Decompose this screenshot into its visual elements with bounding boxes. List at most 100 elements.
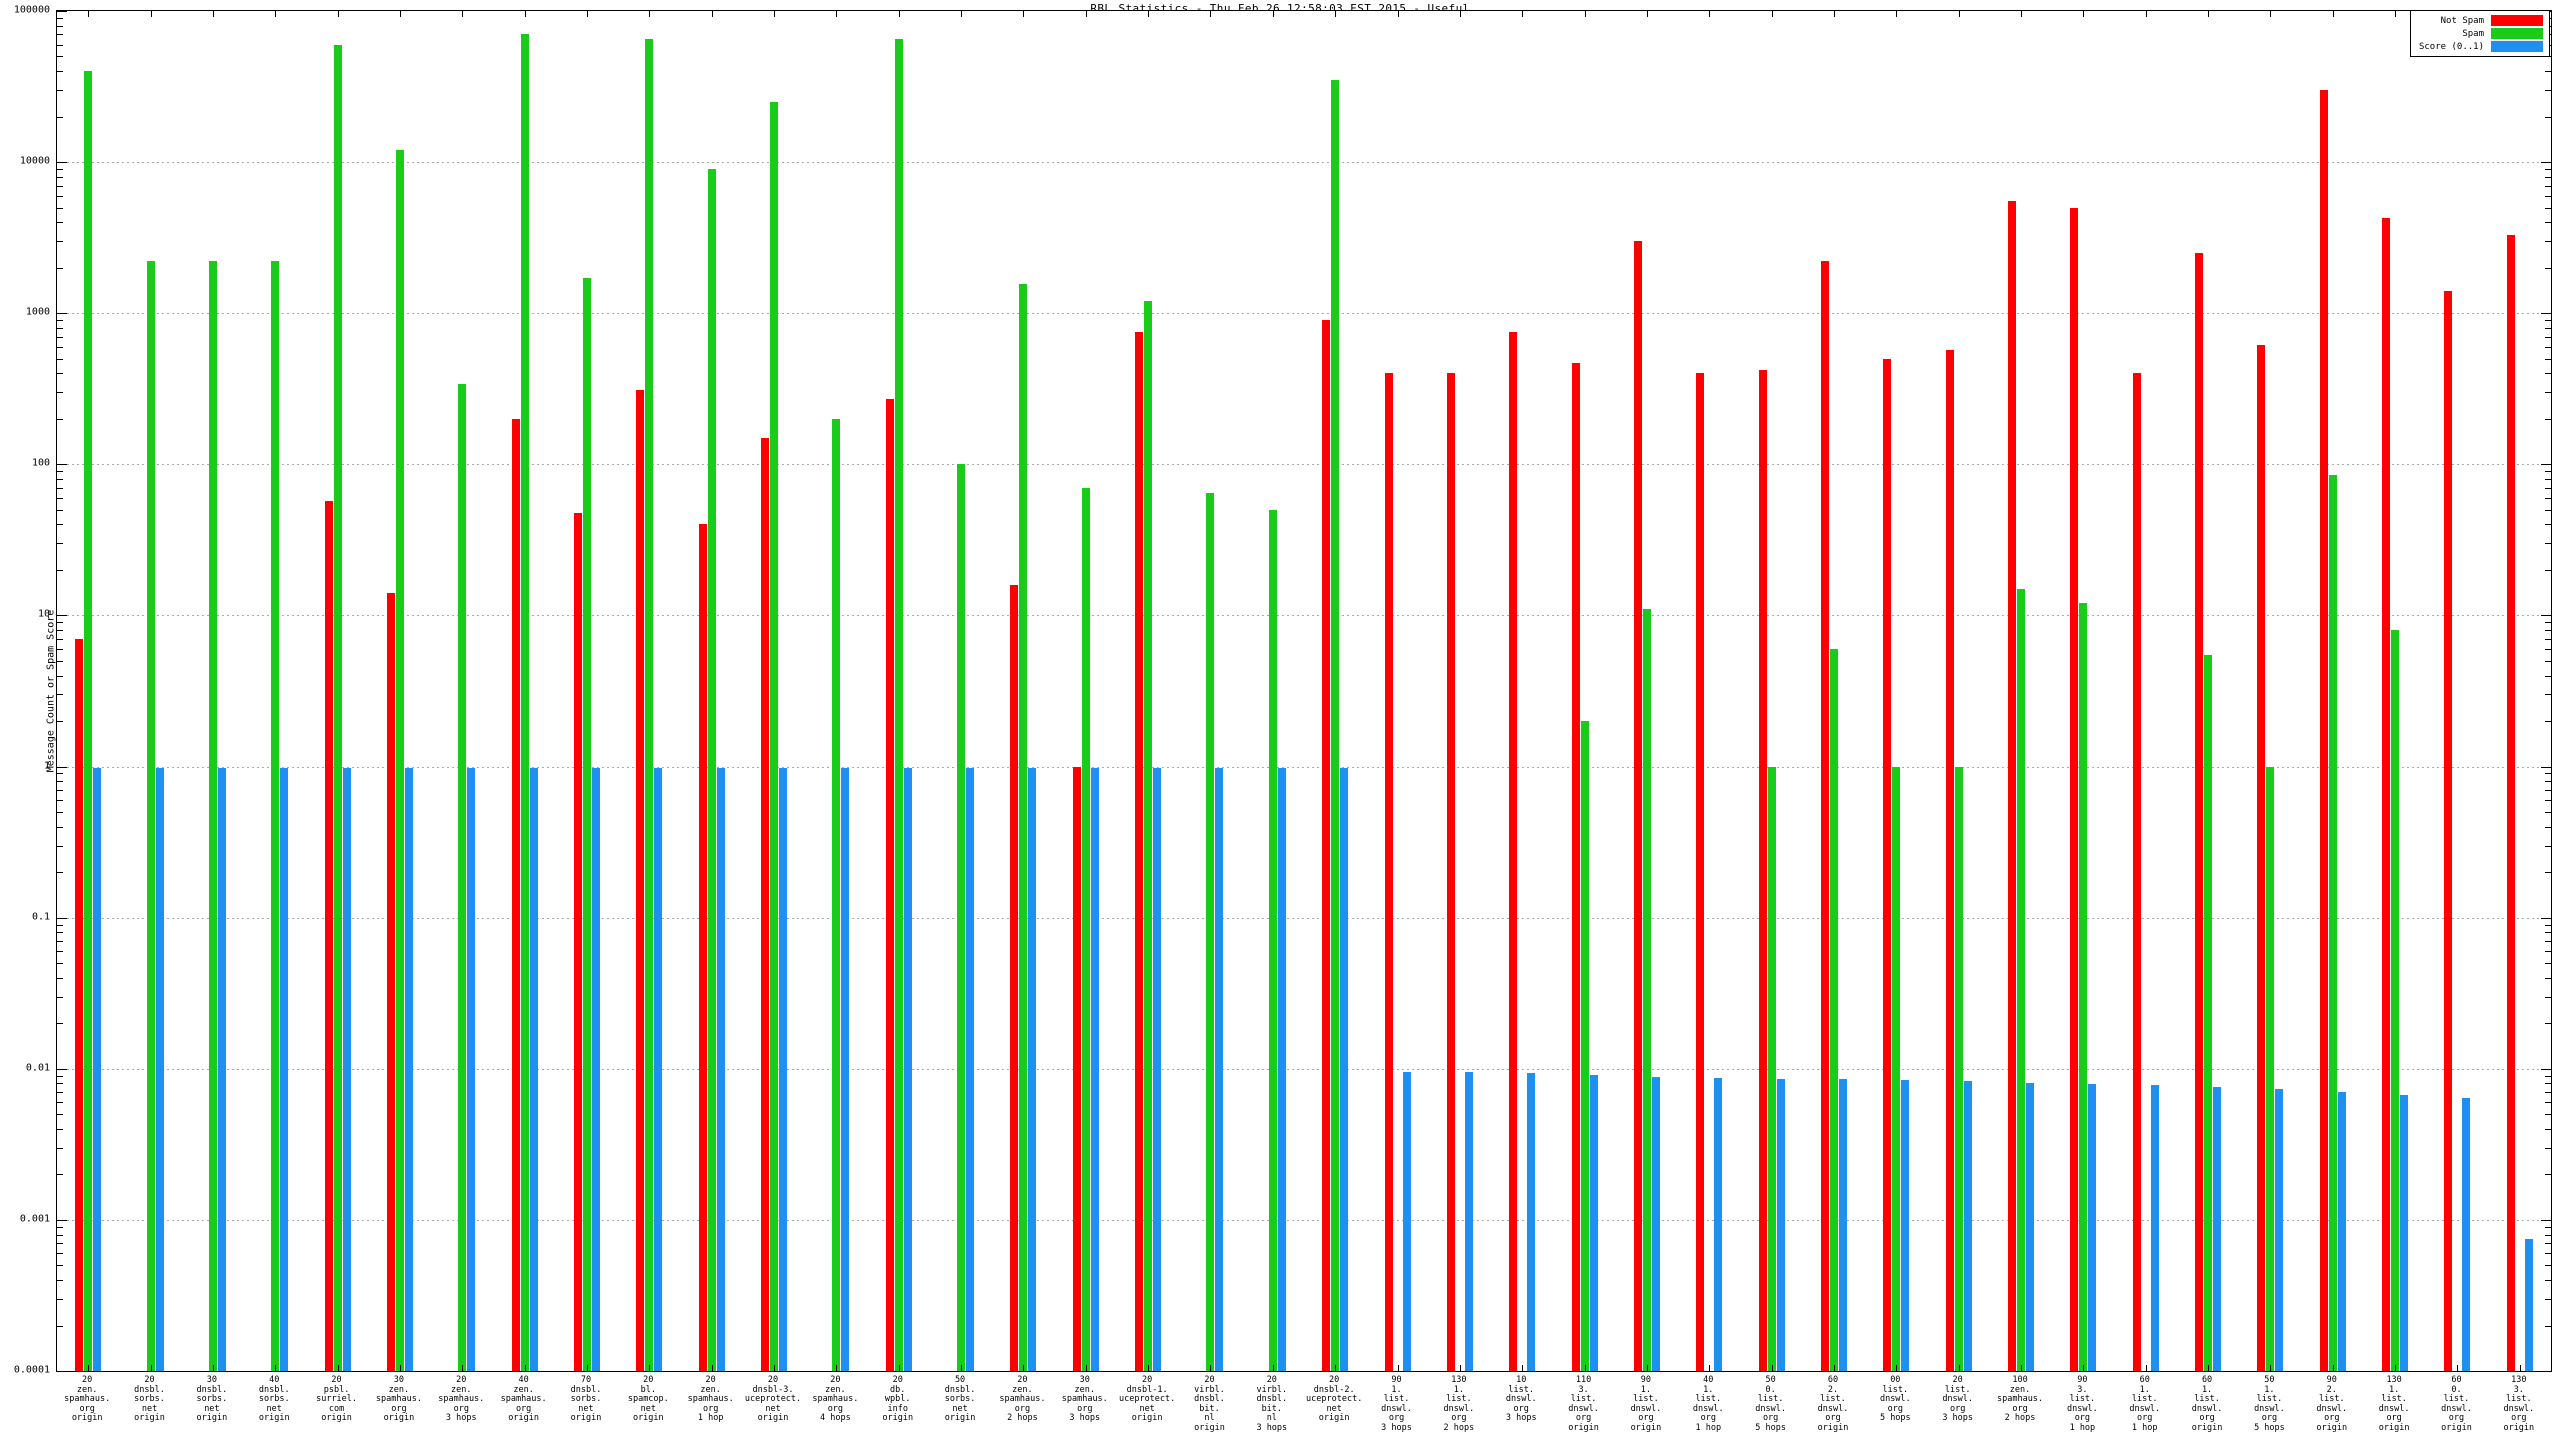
bar-score xyxy=(1464,1072,1473,1371)
x-tick xyxy=(2270,1365,2272,1371)
x-label-line: 2 hops xyxy=(1443,1422,1475,1433)
x-label-line: virbl. xyxy=(1256,1384,1288,1395)
x-label-line: 20 xyxy=(456,1375,467,1385)
y-tick-minor xyxy=(2545,1075,2551,1077)
x-label-line: origin xyxy=(134,1413,165,1424)
x-label-line: origin xyxy=(1630,1422,1662,1433)
x-tick xyxy=(1709,1365,1711,1371)
x-label-line: org xyxy=(1700,1413,1716,1424)
y-tick-minor xyxy=(57,1174,63,1176)
bar-group xyxy=(1865,11,1927,1371)
bar-spam xyxy=(1019,284,1028,1371)
y-tick-minor xyxy=(2545,924,2551,926)
x-axis-tick-label: 00 list. dnswl. org 5 hops xyxy=(1880,1375,1911,1424)
x-label-line: spamhaus. xyxy=(687,1394,734,1405)
x-axis-tick-label: 50 0. list. dnswl. org 5 hops xyxy=(1755,1375,1786,1434)
legend-swatch-cell xyxy=(2489,40,2545,53)
y-tick-minor xyxy=(57,336,63,338)
y-tick-major xyxy=(57,1371,67,1372)
bar-not-spam xyxy=(1883,358,1892,1371)
x-label-line: 0. xyxy=(1765,1384,1776,1395)
x-label-line: net xyxy=(578,1403,594,1414)
x-label-line: zen. xyxy=(1012,1384,1033,1395)
y-tick-minor xyxy=(57,17,63,19)
y-tick-minor xyxy=(2545,90,2551,91)
x-label-line: list. xyxy=(1633,1394,1659,1405)
y-tick-minor xyxy=(2545,1253,2551,1255)
bar-not-spam xyxy=(573,512,582,1371)
bar-spam xyxy=(2204,654,2213,1371)
y-tick-major xyxy=(57,1068,67,1070)
bar-spam xyxy=(333,44,342,1371)
x-tick xyxy=(2208,1365,2210,1371)
bar-group xyxy=(2115,11,2177,1371)
y-tick-minor xyxy=(57,845,63,847)
x-axis-tick-label: 130 3. list. dnswl. org origin xyxy=(2503,1375,2534,1434)
x-label-line: origin xyxy=(1131,1413,1163,1424)
y-tick-minor xyxy=(57,267,63,269)
bar-group xyxy=(556,11,618,1371)
legend-color-swatch xyxy=(2491,28,2543,39)
x-label-line: dnswl. xyxy=(1942,1394,1974,1405)
x-axis-tick-label: 70 dnsbl. sorbs. net origin xyxy=(571,1375,602,1424)
bar-not-spam xyxy=(2070,207,2079,1371)
x-axis-tick-label: 20 zen. spamhaus. org 3 hops xyxy=(438,1375,484,1424)
y-tick-minor xyxy=(57,721,63,723)
y-tick-minor xyxy=(2545,638,2551,640)
x-label-line: dnsbl. xyxy=(258,1384,290,1395)
x-label-line: zen. xyxy=(451,1384,472,1395)
x-label-line: net xyxy=(640,1403,656,1414)
x-axis-tick-label: 30 dnsbl. sorbs. net origin xyxy=(197,1375,228,1424)
y-tick-minor xyxy=(57,800,63,802)
y-tick-minor xyxy=(57,169,63,171)
y-tick-minor xyxy=(57,327,63,329)
x-tick xyxy=(1833,1365,1835,1371)
bar-not-spam xyxy=(2444,291,2453,1371)
x-label-line: 60 xyxy=(1827,1375,1839,1385)
x-label-line: dnsbl-2. xyxy=(1313,1384,1355,1395)
bar-spam xyxy=(1331,79,1340,1371)
x-tick xyxy=(2145,1365,2147,1371)
bar-not-spam xyxy=(1633,241,1642,1371)
x-label-line: dnswl. xyxy=(1817,1403,1849,1414)
x-label-line: 1. xyxy=(2264,1384,2275,1395)
x-axis-tick-label: 20 dnsbl. sorbs. net origin xyxy=(134,1375,165,1424)
y-tick-major xyxy=(57,917,67,919)
x-label-line: zen. xyxy=(2009,1384,2031,1395)
x-tick xyxy=(150,11,152,17)
x-tick xyxy=(1335,1365,1337,1371)
bar-group xyxy=(1304,11,1366,1371)
y-tick-minor xyxy=(57,418,63,420)
bar-score xyxy=(1963,1081,1972,1371)
x-label-line: net xyxy=(1326,1403,1342,1414)
x-label-line: 3 hops xyxy=(445,1413,477,1424)
bar-score xyxy=(1340,767,1349,1371)
bar-score xyxy=(1277,767,1286,1371)
x-label-line: org xyxy=(1451,1413,1467,1424)
y-tick-minor xyxy=(2545,996,2551,998)
bar-not-spam xyxy=(1945,350,1954,1371)
y-tick-minor xyxy=(57,1102,63,1104)
x-label-line: 3 hops xyxy=(1505,1413,1537,1424)
x-label-line: org xyxy=(827,1403,844,1414)
x-tick xyxy=(649,11,651,17)
x-label-line: org xyxy=(1638,1413,1654,1424)
bar-spam xyxy=(2079,603,2088,1371)
x-label-line: sorbs. xyxy=(258,1394,290,1405)
y-tick-minor xyxy=(2545,941,2551,943)
y-tick-minor xyxy=(2545,327,2551,329)
y-tick-minor xyxy=(57,497,63,499)
y-axis-tick-label: 0.1 xyxy=(31,911,50,923)
x-tick xyxy=(1958,1365,1960,1371)
bar-not-spam xyxy=(2319,90,2328,1371)
bar-score xyxy=(779,767,788,1371)
bar-score xyxy=(2150,1085,2159,1371)
x-tick xyxy=(711,11,713,17)
x-axis-tick-label: 30 zen. spamhaus. org 3 hops xyxy=(1062,1375,1108,1424)
x-label-line: 1. xyxy=(1453,1384,1464,1395)
x-label-line: list. xyxy=(1508,1384,1535,1395)
x-label-line: origin xyxy=(944,1413,976,1424)
y-tick-minor xyxy=(57,1075,63,1077)
x-label-line: spamhaus. xyxy=(64,1394,111,1405)
x-label-line: zen. xyxy=(700,1384,721,1395)
